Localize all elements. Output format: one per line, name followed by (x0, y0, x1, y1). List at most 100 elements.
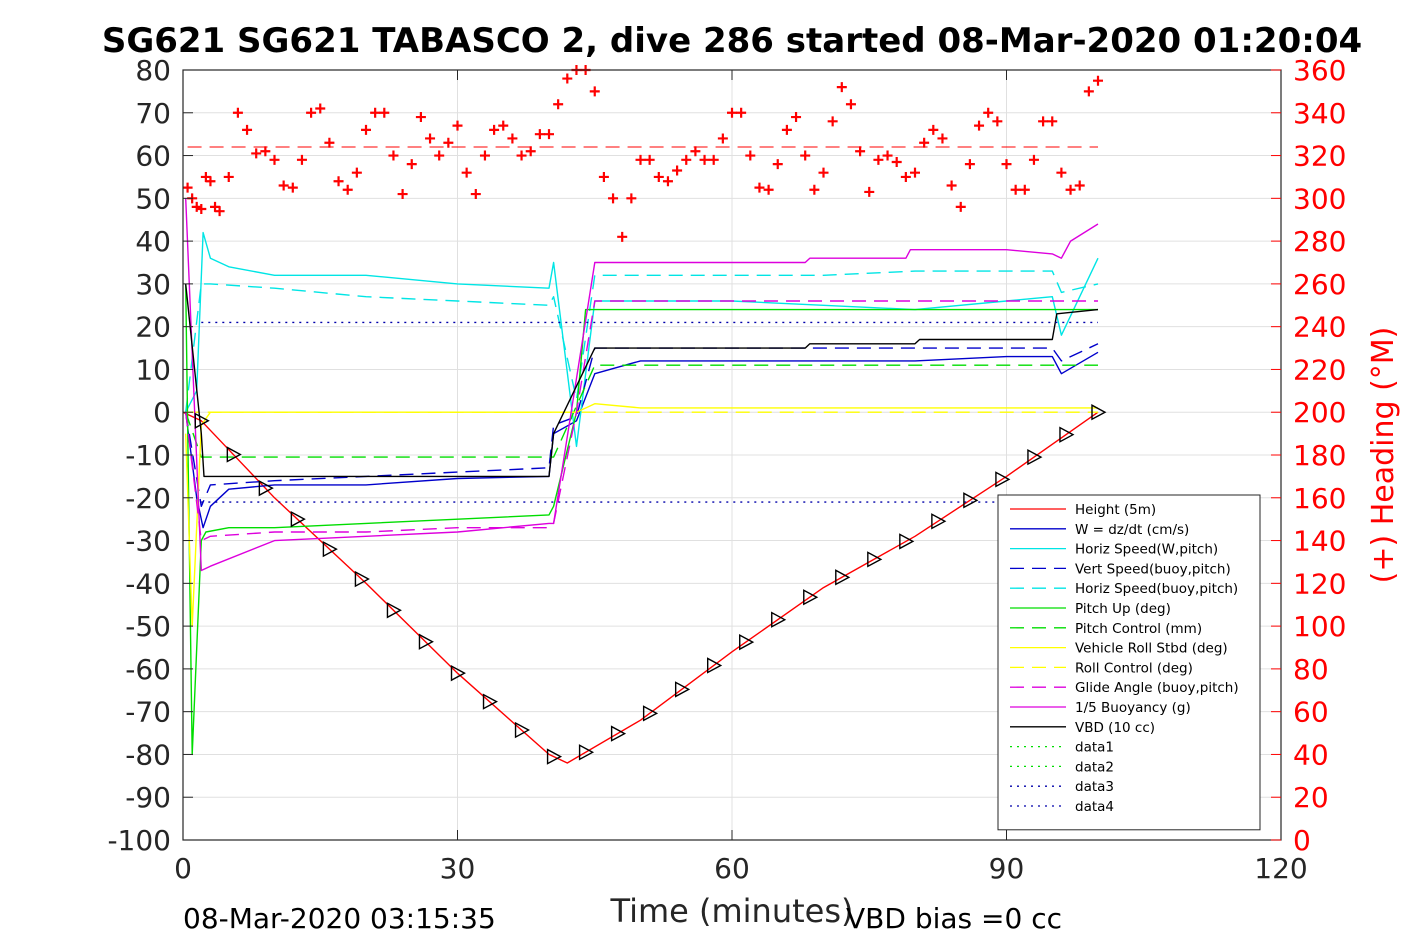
series-line-1 (185, 351, 1099, 529)
heading-point-81 (891, 156, 902, 167)
heading-point-73 (818, 167, 829, 178)
x-tick-label-2: 60 (714, 852, 750, 885)
y-right-tick-label-3: 300 (1293, 182, 1346, 215)
chart-title: SG621 SG621 TABASCO 2, dive 286 started … (102, 21, 1362, 61)
y-right-tick-label-9: 180 (1293, 439, 1346, 472)
y-right-tick-label-7: 220 (1293, 353, 1346, 386)
heading-point-3 (196, 204, 207, 215)
y-tick-label-1: 70 (135, 97, 171, 130)
heading-point-92 (992, 116, 1003, 127)
heading-point-84 (919, 137, 930, 148)
heading-point-18 (315, 103, 326, 114)
y-tick-label-17: -90 (125, 781, 171, 814)
heading-point-36 (479, 150, 490, 161)
heading-point-25 (379, 107, 390, 118)
heading-point-17 (306, 107, 317, 118)
height-marker-1 (226, 446, 242, 463)
height-marker-0 (194, 412, 210, 429)
footer-timestamp: 08-Mar-2020 03:15:35 (183, 902, 496, 935)
y-tick-label-5: 30 (135, 268, 171, 301)
legend-label-7: Vehicle Roll Stbd (deg) (1075, 641, 1228, 657)
heading-point-30 (425, 133, 436, 144)
heading-point-45 (562, 73, 573, 84)
x-tick-label-3: 90 (989, 852, 1025, 885)
heading-point-65 (745, 150, 756, 161)
height-marker-27 (1059, 426, 1075, 443)
height-marker-6 (386, 602, 402, 619)
heading-point-77 (855, 146, 866, 157)
heading-point-37 (489, 124, 500, 135)
heading-point-94 (1010, 184, 1021, 195)
y-right-tick-label-8: 200 (1293, 396, 1346, 429)
heading-point-68 (772, 159, 783, 170)
series-line-11 (185, 283, 1099, 478)
heading-point-93 (1001, 159, 1012, 170)
heading-point-71 (800, 150, 811, 161)
y-tick-label-2: 60 (135, 140, 171, 173)
heading-point-95 (1019, 184, 1030, 195)
heading-point-16 (296, 154, 307, 165)
y-tick-label-7: 10 (135, 353, 171, 386)
height-marker-13 (610, 725, 627, 742)
heading-point-40 (516, 150, 527, 161)
heading-point-72 (809, 184, 820, 195)
heading-point-2 (191, 201, 202, 212)
heading-point-98 (1047, 116, 1058, 127)
heading-point-29 (415, 112, 426, 123)
heading-point-60 (699, 154, 710, 165)
y-tick-label-13: -50 (125, 610, 171, 643)
height-marker-24 (963, 492, 979, 509)
legend: Height (5m) W = dz/dt (cm/s) Horiz Speed(W… (997, 494, 1261, 831)
height-marker-20 (835, 569, 851, 586)
heading-point-8 (223, 171, 234, 182)
heading-point-5 (205, 176, 216, 187)
height-marker-4 (322, 540, 338, 558)
y-right-tick-label-11: 140 (1293, 525, 1346, 558)
heading-point-74 (827, 116, 838, 127)
heading-point-42 (534, 129, 545, 140)
heading-point-64 (736, 107, 747, 118)
heading-point-7 (214, 206, 225, 217)
heading-point-11 (251, 148, 262, 159)
heading-point-102 (1083, 86, 1094, 97)
heading-point-55 (653, 171, 664, 182)
heading-point-23 (361, 124, 371, 135)
heading-point-9 (232, 107, 243, 118)
legend-label-1: W = dz/dt (cm/s) (1075, 522, 1189, 538)
heading-point-0 (182, 182, 193, 193)
legend-label-15: data4 (1075, 799, 1114, 815)
y-right-tick-label-16: 40 (1293, 738, 1329, 771)
y-tick-label-12: -40 (125, 567, 171, 600)
y-right-axis-ticks: 3603403203002802602402202001801601401201… (1271, 54, 1346, 857)
heading-point-53 (635, 154, 646, 165)
legend-label-8: Roll Control (deg) (1075, 660, 1193, 676)
heading-point-83 (910, 167, 920, 178)
heading-point-69 (781, 124, 792, 135)
series-line-0 (182, 411, 1099, 764)
y-right-tick-label-15: 60 (1293, 696, 1329, 729)
legend-label-10: 1/5 Buoyancy (g) (1075, 700, 1191, 716)
y-right-tick-label-10: 160 (1293, 482, 1346, 515)
y-tick-label-15: -70 (125, 696, 171, 729)
y-right-tick-label-17: 20 (1293, 781, 1329, 814)
height-marker-19 (803, 589, 819, 606)
heading-point-61 (708, 154, 719, 165)
y-right-axis-label: (+) Heading (°M) (1366, 327, 1401, 584)
legend-label-12: data1 (1075, 740, 1114, 756)
legend-label-2: Horiz Speed(W,pitch) (1075, 542, 1218, 558)
heading-point-66 (754, 182, 765, 193)
heading-point-54 (644, 154, 655, 165)
heading-layer (182, 65, 1103, 242)
heading-point-35 (470, 189, 481, 200)
heading-point-62 (717, 133, 728, 144)
heading-point-70 (791, 112, 802, 123)
y-right-tick-label-0: 360 (1293, 54, 1346, 87)
heading-point-57 (672, 165, 683, 176)
y-right-tick-label-5: 260 (1293, 268, 1346, 301)
legend-label-3: Vert Speed(buoy,pitch) (1075, 561, 1231, 577)
heading-point-75 (836, 82, 847, 93)
heading-point-39 (507, 133, 518, 144)
heading-point-87 (946, 180, 957, 191)
y-tick-label-9: -10 (125, 439, 171, 472)
